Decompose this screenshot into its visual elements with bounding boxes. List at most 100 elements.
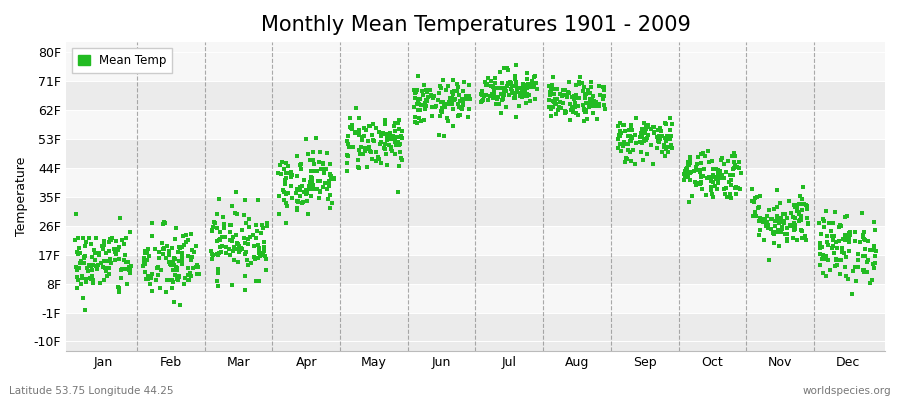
Point [158,289,173,295]
Point [761,257,776,263]
Point [569,95,583,101]
Point [88,234,103,241]
Point [572,80,586,87]
Point [701,159,716,166]
Point [505,88,519,94]
Point [571,102,585,109]
Bar [66,81,885,110]
Point [579,107,593,114]
Point [500,65,515,72]
Point [850,250,865,257]
Point [566,104,580,111]
Point [730,164,744,170]
Point [867,219,881,225]
Point [299,187,313,194]
Point [644,126,658,132]
Point [285,172,300,178]
Point [98,250,112,256]
Point [172,258,186,264]
Point [204,226,219,233]
Point [572,95,586,101]
Point [435,105,449,111]
Point [640,150,654,157]
Point [519,82,534,88]
Point [181,236,195,243]
Point [373,128,387,135]
Point [93,280,107,286]
Point [783,222,797,228]
Point [323,161,338,168]
Point [716,174,731,181]
Point [447,96,462,103]
Point [835,245,850,251]
Point [795,196,809,202]
Point [212,250,227,256]
Point [218,234,232,240]
Point [86,246,101,253]
Point [299,191,313,197]
Bar [66,226,885,254]
Bar [66,284,885,312]
Point [543,92,557,98]
Point [242,224,256,230]
Point [767,231,781,237]
Point [256,250,270,256]
Point [520,70,535,77]
Point [611,122,625,129]
Point [794,213,808,220]
Point [303,193,318,200]
Point [520,76,535,82]
Point [592,82,607,89]
Point [610,144,625,151]
Point [777,218,791,224]
Point [123,263,138,270]
Point [832,256,846,263]
Point [772,242,787,249]
Point [291,207,305,213]
Point [302,179,317,185]
Point [175,256,189,263]
Point [690,161,705,167]
Point [437,101,452,107]
Point [214,249,229,256]
Point [384,144,399,150]
Point [716,160,731,167]
Point [375,130,390,137]
Point [169,264,184,270]
Point [490,101,504,108]
Point [413,102,428,109]
Point [344,124,358,131]
Point [226,234,240,240]
Point [624,136,638,143]
Point [352,131,366,137]
Point [352,165,366,171]
Point [692,181,706,188]
Point [281,169,295,176]
Point [445,94,459,101]
Point [598,106,612,112]
Point [166,260,180,266]
Point [356,133,370,140]
Point [395,135,410,141]
Point [166,299,181,305]
Point [726,158,741,165]
Point [683,154,698,160]
Point [176,250,190,257]
Point [857,266,871,273]
Point [556,87,571,94]
Point [112,244,126,250]
Point [523,98,537,104]
Point [690,167,705,174]
Point [99,268,113,274]
Point [830,262,844,268]
Point [706,166,721,172]
Point [745,198,760,204]
Point [351,132,365,138]
Point [391,139,405,145]
Point [165,284,179,291]
Point [654,133,669,140]
Point [257,245,272,252]
Point [385,148,400,154]
Point [843,231,858,238]
Point [761,207,776,214]
